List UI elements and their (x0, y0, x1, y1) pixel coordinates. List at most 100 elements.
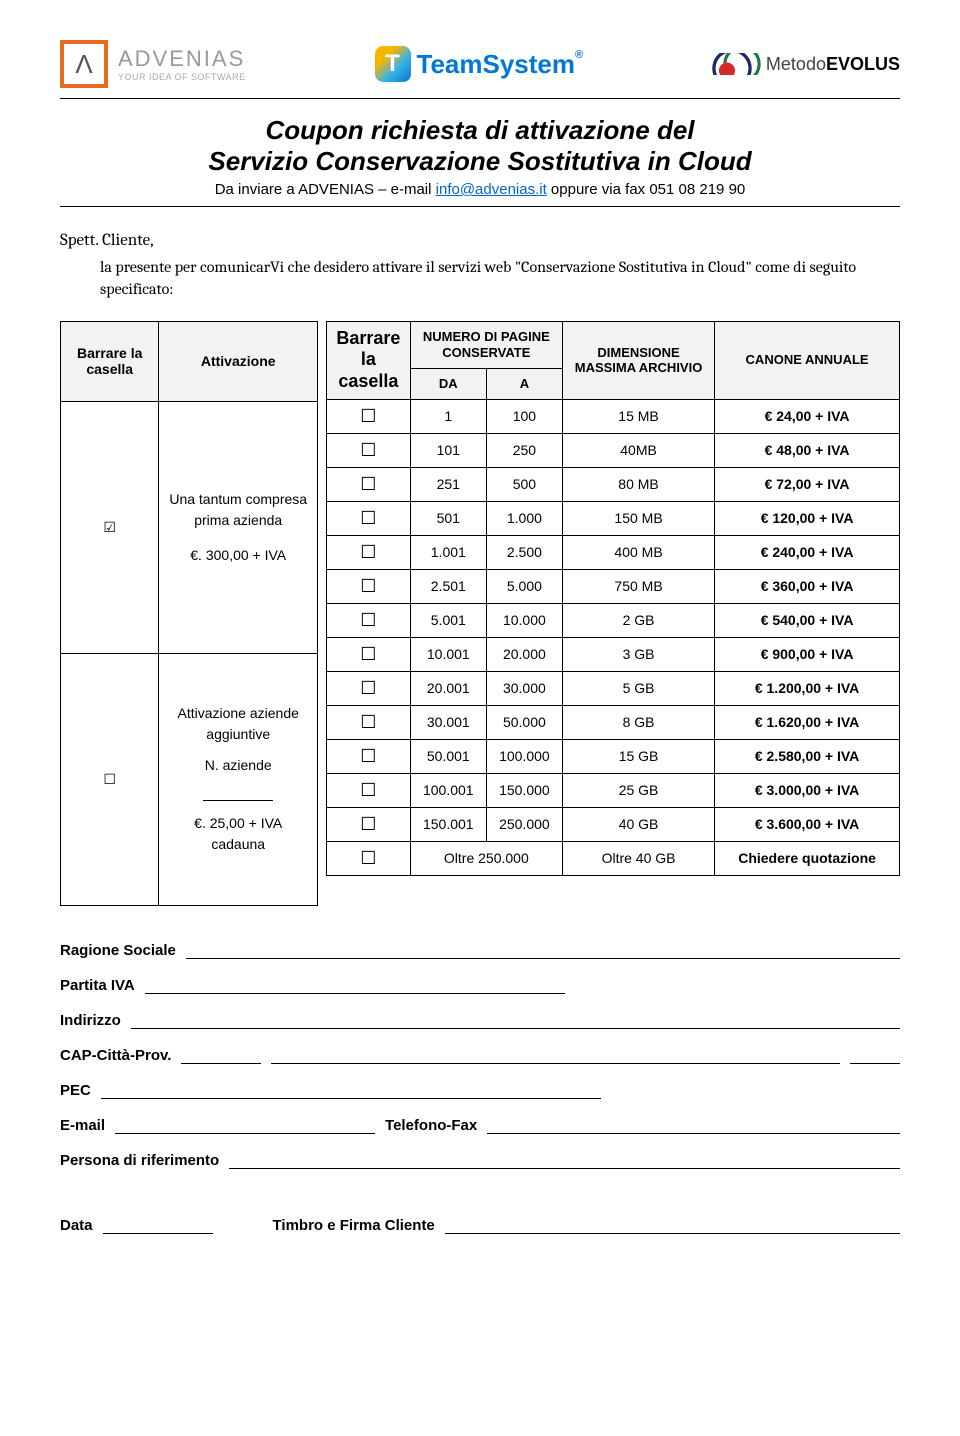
cell-dim: 40 GB (562, 807, 714, 841)
activation-table: Barrare la casella Attivazione Una tantu… (60, 321, 318, 906)
col-attivazione: Attivazione (159, 321, 318, 401)
cell-canone: € 3.600,00 + IVA (715, 807, 900, 841)
label-telefax: Telefono-Fax (385, 1117, 477, 1134)
col-barrare-r: Barrare la casella (327, 321, 411, 399)
registered-icon: ® (575, 49, 583, 61)
cell-da: 150.001 (410, 807, 486, 841)
desc-prima-azienda: Una tantum compresa prima azienda €. 300… (159, 401, 318, 653)
price-checkbox[interactable] (327, 671, 411, 705)
col-da: DA (410, 369, 486, 400)
header-logos: Λ ADVENIAS YOUR IDEA OF SOFTWARE T TeamS… (60, 40, 900, 88)
cell-canone: € 72,00 + IVA (715, 467, 900, 501)
input-telefax[interactable] (487, 1118, 900, 1134)
price-checkbox[interactable] (327, 773, 411, 807)
price-row: 25150080 MB€ 72,00 + IVA (327, 467, 900, 501)
tables-row: Barrare la casella Attivazione Una tantu… (60, 321, 900, 906)
evolus-prefix: Metodo (766, 54, 826, 74)
input-prov[interactable] (850, 1048, 900, 1064)
price-row: 5011.000150 MB€ 120,00 + IVA (327, 501, 900, 535)
price-checkbox[interactable] (327, 705, 411, 739)
input-cap[interactable] (181, 1048, 261, 1064)
price-checkbox[interactable] (327, 433, 411, 467)
divider (60, 206, 900, 207)
cell-da: 5.001 (410, 603, 486, 637)
cell-a: 5.000 (486, 569, 562, 603)
cell-dim: 150 MB (562, 501, 714, 535)
cell-a: 150.000 (486, 773, 562, 807)
cell-a: 2.500 (486, 535, 562, 569)
cell-canone: € 120,00 + IVA (715, 501, 900, 535)
teamsystem-logo: T TeamSystem® (375, 46, 584, 82)
label-piva: Partita IVA (60, 977, 135, 994)
price-checkbox[interactable] (327, 807, 411, 841)
input-data[interactable] (103, 1218, 213, 1234)
cell-da: 30.001 (410, 705, 486, 739)
label-cap: CAP-Città-Prov. (60, 1047, 171, 1064)
cell-da: 1.001 (410, 535, 486, 569)
cell-dim: 15 GB (562, 739, 714, 773)
price-checkbox[interactable] (327, 569, 411, 603)
input-pec[interactable] (101, 1083, 601, 1099)
input-email[interactable] (115, 1118, 375, 1134)
n-aziende-input[interactable] (203, 787, 273, 801)
price-row-last: Oltre 250.000Oltre 40 GBChiedere quotazi… (327, 841, 900, 875)
price-row: 110015 MB€ 24,00 + IVA (327, 399, 900, 433)
pricing-table: Barrare la casella NUMERO DI PAGINE CONS… (326, 321, 900, 876)
title-block: Coupon richiesta di attivazione del Serv… (60, 115, 900, 198)
cell-canone: € 48,00 + IVA (715, 433, 900, 467)
cell-a: 10.000 (486, 603, 562, 637)
email-link[interactable]: info@advenias.it (436, 181, 547, 198)
col-canone: CANONE ANNUALE (715, 321, 900, 399)
input-indirizzo[interactable] (131, 1013, 900, 1029)
cell-da: 101 (410, 433, 486, 467)
input-piva[interactable] (145, 978, 565, 994)
cell-a: 100 (486, 399, 562, 433)
cell-a: 20.000 (486, 637, 562, 671)
input-ragione[interactable] (186, 943, 900, 959)
intro-text: la presente per comunicarVi che desidero… (100, 256, 900, 301)
cell-dim: 25 GB (562, 773, 714, 807)
advenias-logo: Λ ADVENIAS YOUR IDEA OF SOFTWARE (60, 40, 246, 88)
cell-dim: 8 GB (562, 705, 714, 739)
price-checkbox[interactable] (327, 841, 411, 875)
cell-da: 251 (410, 467, 486, 501)
cell-canone: € 360,00 + IVA (715, 569, 900, 603)
desc2-l2: N. aziende (167, 755, 309, 776)
cell-da: 100.001 (410, 773, 486, 807)
input-citta[interactable] (271, 1048, 840, 1064)
cell-da: 1 (410, 399, 486, 433)
cell-dim: 2 GB (562, 603, 714, 637)
label-pec: PEC (60, 1082, 91, 1099)
input-timbro[interactable] (445, 1218, 900, 1234)
checkbox-aziende-aggiuntive[interactable] (61, 653, 159, 905)
cell-da: 50.001 (410, 739, 486, 773)
input-persona[interactable] (229, 1153, 900, 1169)
price-row: 10.00120.0003 GB€ 900,00 + IVA (327, 637, 900, 671)
cell-dim: 5 GB (562, 671, 714, 705)
price-checkbox[interactable] (327, 637, 411, 671)
form-section: Ragione Sociale Partita IVA Indirizzo CA… (60, 942, 900, 1169)
cell-a: 30.000 (486, 671, 562, 705)
cell-a: 1.000 (486, 501, 562, 535)
advenias-tagline: YOUR IDEA OF SOFTWARE (118, 72, 246, 82)
checkbox-prima-azienda[interactable] (61, 401, 159, 653)
divider (60, 98, 900, 99)
price-checkbox[interactable] (327, 399, 411, 433)
price-checkbox[interactable] (327, 739, 411, 773)
cell-canone: € 540,00 + IVA (715, 603, 900, 637)
desc-l2: €. 300,00 + IVA (167, 545, 309, 566)
price-row: 100.001150.00025 GB€ 3.000,00 + IVA (327, 773, 900, 807)
evolus-swoosh-icon (712, 53, 762, 75)
price-checkbox[interactable] (327, 603, 411, 637)
price-checkbox[interactable] (327, 467, 411, 501)
cell-canone: € 24,00 + IVA (715, 399, 900, 433)
cell-a: 50.000 (486, 705, 562, 739)
price-checkbox[interactable] (327, 501, 411, 535)
price-checkbox[interactable] (327, 535, 411, 569)
cell-a: 250 (486, 433, 562, 467)
label-email: E-mail (60, 1117, 105, 1134)
price-row: 150.001250.00040 GB€ 3.600,00 + IVA (327, 807, 900, 841)
advenias-name: ADVENIAS (118, 46, 246, 72)
signature-row: Data Timbro e Firma Cliente (60, 1217, 900, 1234)
price-row: 30.00150.0008 GB€ 1.620,00 + IVA (327, 705, 900, 739)
